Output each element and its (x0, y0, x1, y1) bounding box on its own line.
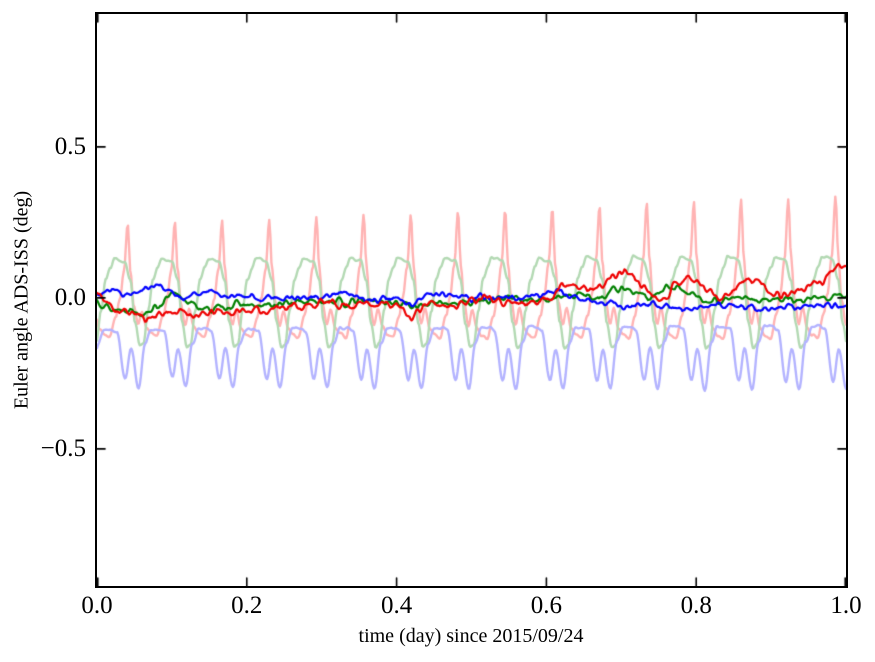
x-tick-label-2: 0.4 (380, 592, 413, 619)
x-tick-label-1: 0.2 (231, 592, 263, 619)
y-axis-label: Euler angle ADS-ISS (deg) (10, 190, 33, 410)
y-tick-label-0: 0.5 (54, 132, 86, 160)
series-canvas (97, 14, 846, 586)
x-tick-label-5: 1.0 (830, 592, 862, 619)
y-tick-label-1: 0.0 (54, 283, 86, 311)
y-tick-label-2: −0.5 (40, 434, 86, 462)
x-tick-label-3: 0.6 (530, 592, 563, 619)
x-axis-label: time (day) since 2015/09/24 (358, 625, 584, 647)
plot-area (95, 12, 848, 588)
x-tick-label-0: 0.0 (81, 592, 113, 619)
x-tick-label-4: 0.8 (680, 592, 712, 619)
